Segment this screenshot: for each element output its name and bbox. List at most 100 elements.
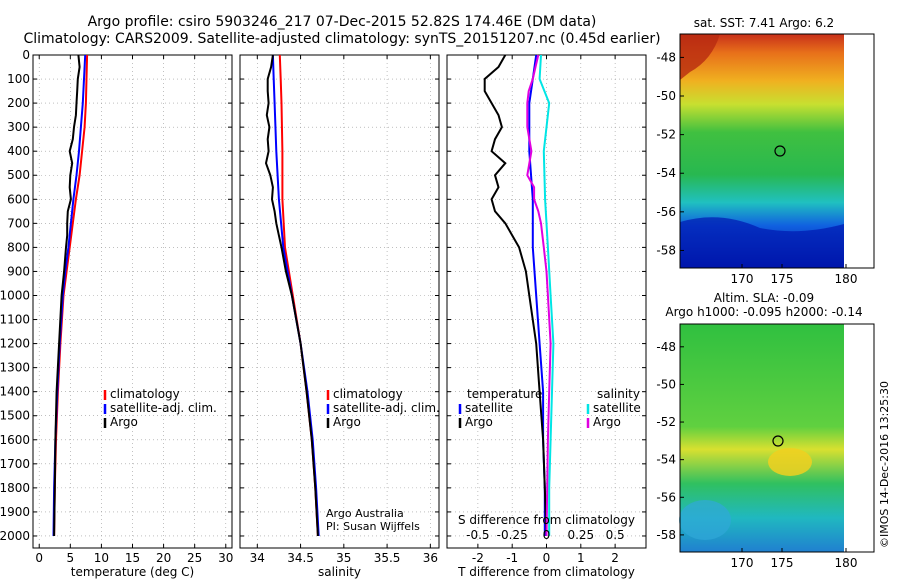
difference-xtick-label: -2 <box>472 551 484 565</box>
salinity-frame <box>239 54 440 549</box>
salinity-legend-label: climatology <box>333 387 403 401</box>
sla-lat-label: -48 <box>656 340 676 354</box>
title-line-2: Climatology: CARS2009. Satellite-adjuste… <box>23 31 660 47</box>
legend-temperature-label: Argo <box>465 415 493 429</box>
series-salinity-satellite-adj-clim- <box>271 54 320 537</box>
sla-lon-label: 180 <box>835 556 858 570</box>
sla-map-title-2: Argo h1000: -0.095 h2000: -0.14 <box>665 305 862 319</box>
sla-lat-label: -52 <box>656 415 676 429</box>
sst-map-title: sat. SST: 7.41 Argo: 6.2 <box>694 16 834 30</box>
series-difference-salinity-satellite <box>538 54 555 536</box>
sst-map-cold-patch <box>680 217 844 268</box>
difference-xlabel: T difference from climatology <box>457 565 635 579</box>
sla-map-frame <box>679 323 875 553</box>
profile-panels: 0100200300400500600700800900100011001200… <box>0 48 647 579</box>
sst-lon-label: 180 <box>835 272 858 286</box>
series-difference-salinity-argo <box>526 54 552 537</box>
sla-lon-label: 175 <box>771 556 794 570</box>
depth-tick-label: 700 <box>7 216 30 230</box>
salinity-xlabel: salinity <box>318 565 361 579</box>
legend-salinity-title: salinity <box>597 387 640 401</box>
depth-tick-label: 400 <box>7 144 30 158</box>
sla-argo-location-marker <box>772 435 784 447</box>
salinity-xtick-label: 34 <box>250 551 265 565</box>
depth-tick-label: 1700 <box>0 457 30 471</box>
difference-xtick-label: 1 <box>577 551 585 565</box>
salinity-difference-axis-label: S difference from climatology <box>458 513 635 527</box>
depth-tick-label: 1100 <box>0 313 30 327</box>
salinity-xtick-label: 34.5 <box>287 551 314 565</box>
depth-tick-label: 1200 <box>0 337 30 351</box>
sla-lat-label: -58 <box>656 528 676 542</box>
temperature-xtick-label: 15 <box>125 551 140 565</box>
salinity-xtick-label: 35.5 <box>374 551 401 565</box>
series-difference-temperature-argo <box>483 54 548 537</box>
sst-argo-location-marker <box>774 145 786 157</box>
legend-temperature-label: satellite <box>465 401 513 415</box>
temperature-legend-label: satellite-adj. clim. <box>110 401 217 415</box>
depth-tick-label: 1400 <box>0 385 30 399</box>
sst-lon-label: 170 <box>731 272 754 286</box>
sla-map-ticks: -48 -50 -52 -54 -56 -58 170 175 180 <box>656 340 857 570</box>
sla-map-title-1: Altim. SLA: -0.09 <box>714 291 814 305</box>
depth-tick-label: 900 <box>7 264 30 278</box>
difference-panel: -2 -1 0 1 2T difference from climatology temp… <box>446 54 647 579</box>
difference-xtick-label: 2 <box>611 551 619 565</box>
salinity-difference-tick-label: -0.25 <box>497 528 528 542</box>
credit-line-1: Argo Australia <box>326 507 404 520</box>
depth-tick-label: 1800 <box>0 481 30 495</box>
depth-tick-label: 600 <box>7 192 30 206</box>
salinity-xtick-label: 35 <box>336 551 351 565</box>
legend-temperature-title: temperature <box>467 387 542 401</box>
salinity-legend-label: satellite-adj. clim. <box>333 401 440 415</box>
sla-map: Altim. SLA: -0.09 Argo h1000: -0.095 h20… <box>656 291 875 570</box>
sst-lat-label: -58 <box>656 243 676 257</box>
temperature-xtick-label: 25 <box>187 551 202 565</box>
series-salinity-argo <box>264 54 319 537</box>
imos-footer: ©IMOS 14-Dec-2016 13:25:30 <box>878 381 891 548</box>
sst-lat-label: -52 <box>656 128 676 142</box>
salinity-xtick-label: 36 <box>423 551 438 565</box>
sla-map-blank <box>844 324 874 552</box>
depth-tick-label: 200 <box>7 96 30 110</box>
title-line-1: Argo profile: csiro 5903246_217 07-Dec-2… <box>88 14 597 30</box>
temperature-xtick-label: 20 <box>156 551 171 565</box>
sst-lon-label: 175 <box>771 272 794 286</box>
sla-lat-label: -50 <box>656 377 676 391</box>
sla-map-cyan-patch <box>679 500 731 540</box>
sst-lat-label: -56 <box>656 205 676 219</box>
difference-xtick-label: -1 <box>506 551 518 565</box>
salinity-legend-label: Argo <box>333 415 361 429</box>
credit-line-2: PI: Susan Wijffels <box>326 520 420 533</box>
sst-map-ticks: -48 -50 -52 -54 -56 -58 170 175 180 <box>656 50 857 286</box>
sst-lat-label: -48 <box>656 50 676 64</box>
depth-tick-label: 1900 <box>0 505 30 519</box>
depth-tick-label: 1000 <box>0 288 30 302</box>
temperature-xtick-label: 30 <box>218 551 233 565</box>
sst-map: sat. SST: 7.41 Argo: 6.2 -48 -50 -52 -54 -56… <box>656 16 875 286</box>
depth-tick-label: 0 <box>22 48 30 62</box>
depth-tick-label: 1500 <box>0 409 30 423</box>
legend-salinity-label: satellite <box>593 401 641 415</box>
temperature-legend-label: Argo <box>110 415 138 429</box>
temperature-xtick-label: 10 <box>94 551 109 565</box>
depth-tick-label: 1600 <box>0 433 30 447</box>
sla-lat-label: -54 <box>656 453 676 467</box>
sst-map-warm-patch <box>680 34 720 80</box>
salinity-difference-tick-label: -0.5 <box>466 528 489 542</box>
series-temperature-argo <box>53 54 81 537</box>
sla-lon-label: 170 <box>731 556 754 570</box>
temperature-xlabel: temperature (deg C) <box>71 565 194 579</box>
salinity-panel: 34 34.5 35 35.5 36 salinity climatologysatelli… <box>239 54 440 579</box>
sst-map-frame <box>679 33 875 269</box>
sst-lat-label: -54 <box>656 166 676 180</box>
salinity-difference-tick-label: 0.5 <box>606 528 625 542</box>
legend-salinity-label: Argo <box>593 415 621 429</box>
sst-map-blank <box>844 34 874 268</box>
difference-xtick-label: 0 <box>543 551 551 565</box>
depth-tick-label: 2000 <box>0 529 30 543</box>
depth-tick-label: 800 <box>7 240 30 254</box>
temperature-xtick-label: 0 <box>35 551 43 565</box>
temperature-legend-label: climatology <box>110 387 180 401</box>
